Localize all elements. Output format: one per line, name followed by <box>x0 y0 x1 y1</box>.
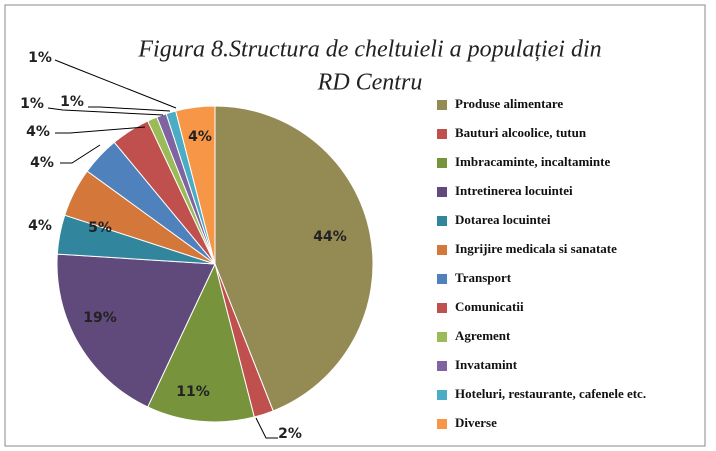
data-label: 5% <box>88 220 112 236</box>
legend-label: Diverse <box>455 415 497 430</box>
data-label: 1% <box>28 50 52 66</box>
data-label: 19% <box>83 310 117 326</box>
legend-label: Imbracaminte, incaltaminte <box>455 154 610 169</box>
legend-swatch <box>437 129 447 139</box>
legend-label: Intretinerea locuintei <box>455 183 573 198</box>
legend-label: Agrement <box>455 328 511 343</box>
legend-swatch <box>437 245 447 255</box>
pie-slice <box>214 105 374 412</box>
legend-label: Transport <box>455 270 512 285</box>
pie-slice <box>56 253 216 408</box>
data-label: 2% <box>278 426 302 442</box>
legend-label: Ingrijire medicala si sanatate <box>455 241 617 256</box>
leader-line <box>255 417 278 439</box>
data-label: 4% <box>188 129 212 145</box>
legend-swatch <box>437 419 447 429</box>
legend-label: Comunicatii <box>455 299 524 314</box>
legend-swatch <box>437 100 447 110</box>
legend-label: Invatamint <box>455 357 518 372</box>
legend-swatch <box>437 390 447 400</box>
data-label: 4% <box>28 218 52 234</box>
data-label: 11% <box>176 384 210 400</box>
data-label: 4% <box>26 124 50 140</box>
leader-line <box>54 59 177 109</box>
legend-swatch <box>437 303 447 313</box>
data-label: 1% <box>60 94 84 110</box>
data-label: 44% <box>313 229 347 245</box>
data-label: 4% <box>30 155 54 171</box>
legend-swatch <box>437 332 447 342</box>
leader-line <box>55 126 146 134</box>
legend-label: Bauturi alcoolice, tutun <box>455 125 587 140</box>
legend-swatch <box>437 158 447 168</box>
chart-title: Figura 8.Structura de cheltuieli a popul… <box>137 37 601 63</box>
legend-swatch <box>437 361 447 371</box>
chart-title: RD Centru <box>317 70 423 96</box>
legend-label: Hoteluri, restaurante, cafenele etc. <box>455 386 646 401</box>
pie-slice <box>147 262 255 423</box>
leader-line <box>47 107 164 116</box>
data-label: 1% <box>20 96 44 112</box>
pie-slice <box>175 105 216 265</box>
legend-label: Dotarea locuintei <box>455 212 551 227</box>
legend-swatch <box>437 187 447 197</box>
legend-label: Produse alimentare <box>455 96 563 111</box>
legend-swatch <box>437 274 447 284</box>
leader-line <box>60 144 101 164</box>
legend-swatch <box>437 216 447 226</box>
leader-line <box>88 106 171 112</box>
